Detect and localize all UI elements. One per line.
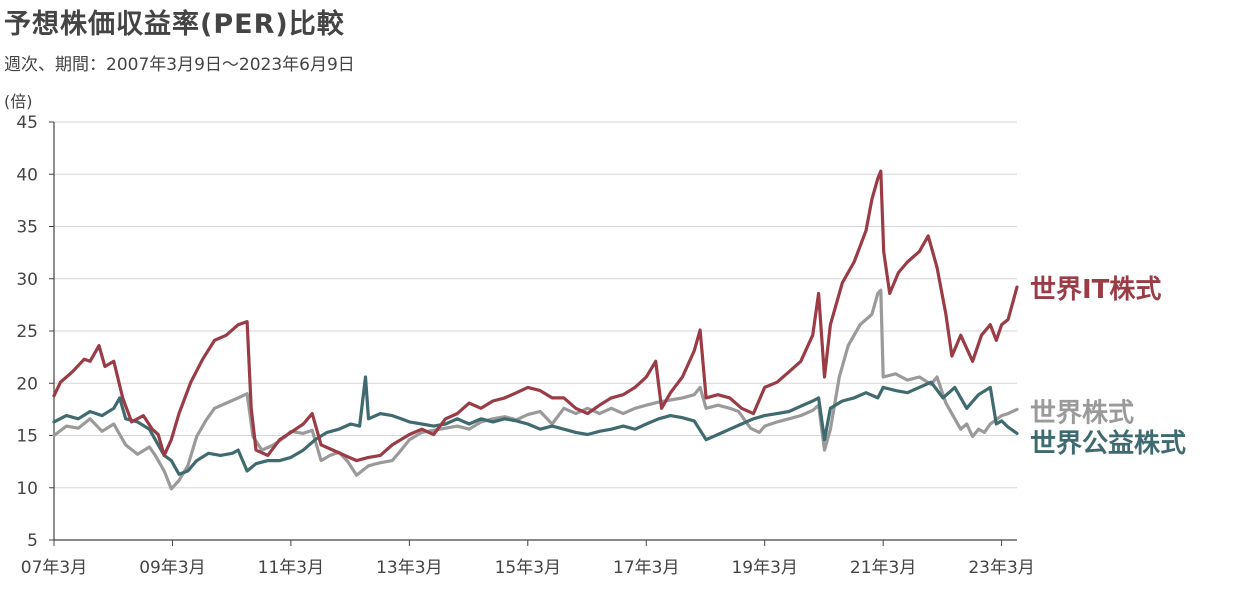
x-tick-label-0: 07年3月 (21, 558, 87, 578)
series-label-1: 世界株式 (1030, 399, 1134, 429)
y-tick-label-35: 35 (16, 218, 38, 238)
y-tick-label-25: 25 (16, 322, 38, 342)
axes (49, 121, 1017, 546)
y-tick-label-10: 10 (16, 479, 38, 499)
x-tick-label-6: 19年3月 (731, 558, 797, 578)
series-lines (52, 169, 1019, 491)
x-axis-ticks: 07年3月 09年3月 11年3月 13年3月 15年3月 17年3月 19年3月 21年3月… (21, 558, 1035, 578)
series-line-0 (52, 288, 1019, 491)
series-label-2: 世界公益株式 (1030, 429, 1186, 459)
y-tick-label-20: 20 (16, 374, 38, 394)
series-label-0: 世界IT株式 (1030, 275, 1161, 305)
x-tick-label-4: 15年3月 (495, 558, 561, 578)
y-tick-label-40: 40 (16, 165, 38, 185)
x-tick-label-1: 09年3月 (139, 558, 205, 578)
y-tick-label-30: 30 (16, 270, 38, 290)
y-axis-unit-label: (倍) (4, 92, 33, 111)
series-line-1 (52, 375, 1019, 476)
x-tick-label-5: 17年3月 (613, 558, 679, 578)
chart-title: 予想株価収益率(PER)比較 (4, 9, 345, 40)
chart-subtitle: 週次、期間：2007年3月9日～2023年6月9日 (4, 55, 355, 75)
y-tick-label-45: 45 (16, 113, 38, 133)
x-tick-label-7: 21年3月 (850, 558, 916, 578)
series-line-2 (52, 169, 1019, 463)
y-tick-label-5: 5 (27, 531, 38, 551)
x-tick-label-3: 13年3月 (376, 558, 442, 578)
y-axis-ticks: 5 10 15 20 25 30 35 40 45 (16, 113, 38, 551)
y-tick-label-15: 15 (16, 427, 38, 447)
x-tick-label-2: 11年3月 (258, 558, 324, 578)
x-tick-label-8: 23年3月 (968, 558, 1034, 578)
